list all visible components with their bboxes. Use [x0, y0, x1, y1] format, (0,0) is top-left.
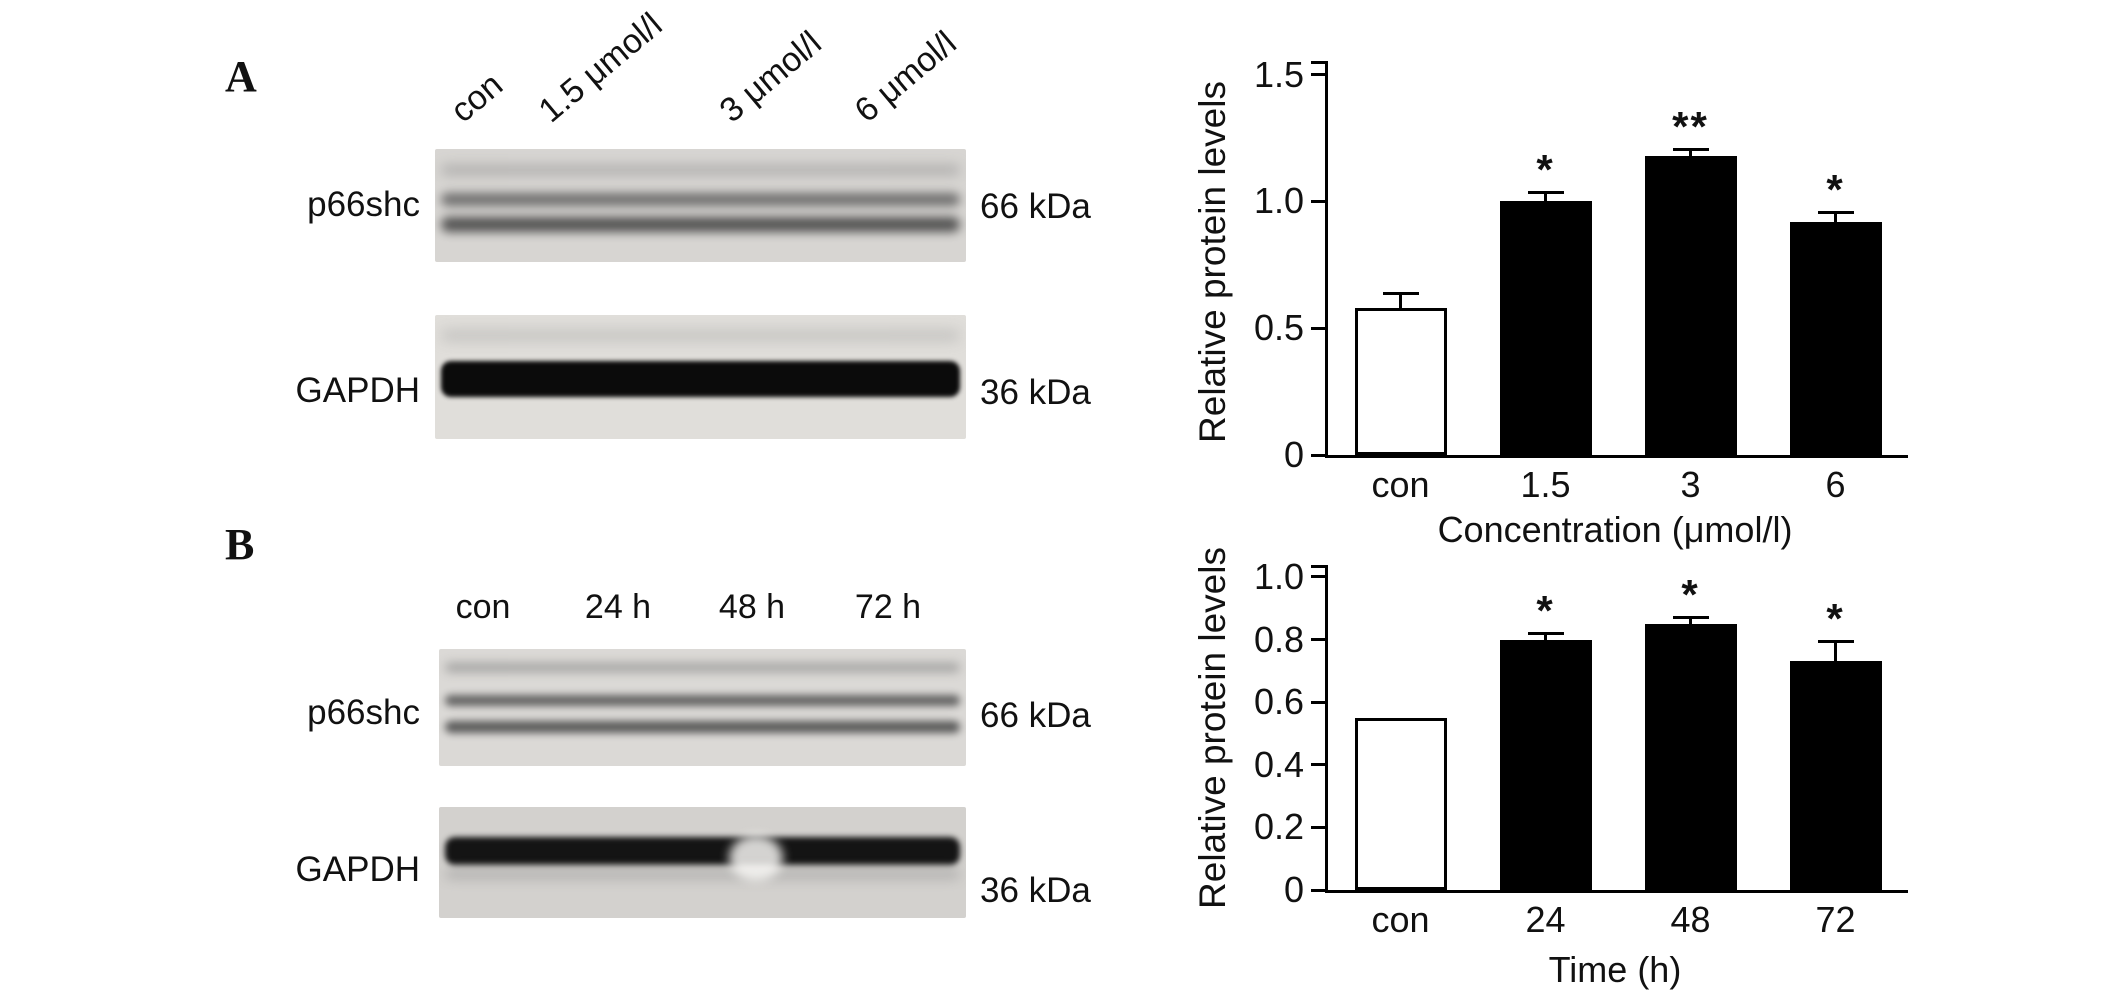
protein-band — [441, 165, 960, 175]
significance-marker: * — [1826, 166, 1845, 214]
protein-label-p66shc-a: p66shc — [307, 185, 420, 224]
protein-label-p66shc-b: p66shc — [307, 693, 420, 732]
protein-band — [445, 837, 960, 865]
molecular-weight-36kda-b: 36 kDa — [980, 871, 1091, 910]
bar-48 — [1644, 623, 1737, 890]
protein-band — [445, 721, 960, 733]
error-bar-stem — [1544, 193, 1547, 202]
significance-marker: ** — [1672, 102, 1709, 150]
y-axis-tick-label: 0 — [1283, 869, 1304, 910]
error-bar-stem — [1689, 619, 1692, 624]
molecular-weight-66kda-a: 66 kDa — [980, 187, 1091, 226]
lane-label-6umol: 6 μmol/l — [847, 23, 964, 131]
protein-band — [441, 361, 960, 397]
x-axis-tick-label: con — [1371, 464, 1430, 505]
y-axis-tick — [1311, 575, 1328, 579]
x-axis-tick-label: 3 — [1680, 464, 1701, 505]
y-axis-tick-label: 1.0 — [1253, 555, 1304, 597]
lane-label-24h: 24 h — [584, 588, 652, 626]
western-blot-p66shc-panel-a — [435, 149, 966, 262]
y-axis-tick-label: 0.6 — [1253, 681, 1304, 723]
bar-1.5 — [1499, 201, 1592, 455]
significance-marker: * — [1681, 571, 1700, 619]
error-bar-cap — [1382, 292, 1419, 296]
y-axis-tick — [1311, 453, 1328, 457]
lane-label-48h: 48 h — [718, 588, 786, 626]
error-bar-cap — [1672, 616, 1709, 620]
x-axis-tick-label: 1.5 — [1520, 464, 1571, 505]
bar-con — [1354, 717, 1447, 890]
significance-marker: * — [1826, 594, 1845, 642]
y-axis-tick — [1311, 73, 1328, 77]
error-bar-cap — [1527, 190, 1564, 194]
y-axis-end-tick — [1311, 61, 1328, 64]
western-blot-gapdh-panel-a — [435, 315, 966, 439]
bar-24 — [1499, 639, 1592, 890]
plot-area-concentration: 0 0.5 1.0 1.5 con * 1.5 ** 3 * 6 — [1254, 55, 1908, 505]
y-axis-tick-label: 0 — [1283, 434, 1304, 475]
bar-con — [1354, 307, 1447, 455]
y-axis-tick-label: 0.5 — [1253, 307, 1304, 349]
y-axis-tick — [1311, 763, 1328, 767]
error-bar-cap — [1817, 639, 1854, 643]
y-axis-end-tick — [1311, 565, 1328, 568]
significance-marker: * — [1536, 586, 1555, 634]
bar-72 — [1789, 661, 1882, 890]
protein-band — [441, 193, 960, 206]
y-axis-tick-label: 0.4 — [1253, 743, 1304, 785]
y-axis-tick-label: 0.8 — [1253, 618, 1304, 660]
plot-area-time: 0 0.2 0.4 0.6 0.8 1.0 con * 24 * 48 * 72 — [1254, 557, 1908, 940]
panel-b-label: B — [225, 520, 255, 569]
protein-band — [441, 217, 960, 232]
protein-label-gapdh-b: GAPDH — [295, 850, 420, 889]
x-axis-tick-label: 6 — [1825, 464, 1846, 505]
y-axis-tick — [1311, 199, 1328, 203]
x-axis-label: Time (h) — [1548, 949, 1682, 990]
error-bar-cap — [1817, 211, 1854, 215]
protein-label-gapdh-a: GAPDH — [295, 371, 420, 410]
protein-band — [445, 695, 960, 706]
y-axis-tick — [1311, 888, 1328, 892]
y-axis-label: Relative protein levels — [1192, 81, 1233, 443]
western-blot-p66shc-panel-b — [439, 649, 966, 766]
lane-label-3umol: 3 μmol/l — [712, 23, 829, 131]
significance-marker: * — [1536, 145, 1555, 193]
x-axis-label: Concentration (μmol/l) — [1437, 509, 1793, 550]
lane-label-con-b: con — [455, 588, 511, 626]
y-axis-tick — [1311, 825, 1328, 829]
lane-label-con-a: con — [443, 65, 511, 130]
bar-3 — [1644, 155, 1737, 455]
protein-band — [441, 331, 960, 340]
x-axis-tick-label: 48 — [1670, 899, 1711, 940]
y-axis-tick-label: 1.5 — [1253, 53, 1304, 95]
error-bar-stem — [1689, 150, 1692, 156]
error-bar-stem — [1834, 214, 1837, 222]
error-bar-stem — [1399, 295, 1402, 308]
error-bar-stem — [1834, 642, 1837, 662]
y-axis-tick — [1311, 326, 1328, 330]
western-blot-gapdh-panel-b — [439, 807, 966, 918]
bar-6 — [1789, 221, 1882, 455]
bar-chart-time: Relative protein levels 0 0.2 0.4 0.6 0.8 1.0… — [1130, 540, 1990, 990]
panel-a-label: A — [225, 52, 257, 101]
protein-band — [445, 869, 960, 879]
blot-light-spot — [728, 835, 783, 881]
x-axis-tick-label: 72 — [1815, 899, 1856, 940]
error-bar-cap — [1672, 147, 1709, 151]
x-axis-tick-label: con — [1371, 899, 1430, 940]
protein-band — [445, 663, 960, 672]
y-axis-tick-label: 1.0 — [1253, 180, 1304, 222]
bar-chart-concentration: Relative protein levels 0 0.5 1.0 1.5 con * 1.… — [1130, 40, 1990, 550]
y-axis-tick-label: 0.2 — [1253, 806, 1304, 848]
molecular-weight-36kda-a: 36 kDa — [980, 373, 1091, 412]
y-axis-tick — [1311, 700, 1328, 704]
error-bar-stem — [1544, 634, 1547, 640]
lane-label-72h: 72 h — [854, 588, 922, 626]
y-axis-tick — [1311, 638, 1328, 642]
error-bar-cap — [1527, 631, 1564, 635]
lane-label-1-5umol: 1.5 μmol/l — [531, 5, 670, 130]
x-axis-tick-label: 24 — [1525, 899, 1566, 940]
molecular-weight-66kda-b: 66 kDa — [980, 696, 1091, 735]
